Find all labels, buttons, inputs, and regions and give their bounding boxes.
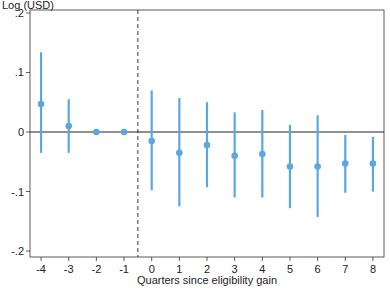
point: [65, 123, 72, 130]
y-tick: [26, 132, 30, 133]
x-tick-label: -3: [64, 263, 74, 275]
y-tick-label: .1: [15, 66, 24, 78]
x-tick: [345, 257, 346, 261]
y-tick: [26, 191, 30, 192]
x-tick-label: 6: [315, 263, 321, 275]
x-tick-label: -1: [119, 263, 129, 275]
x-tick: [372, 257, 373, 261]
x-axis-title: Quarters since eligibility gain: [137, 274, 277, 286]
x-tick: [68, 257, 69, 261]
point: [342, 160, 349, 167]
x-tick: [262, 257, 263, 261]
y-tick: [26, 72, 30, 73]
x-tick: [207, 257, 208, 261]
y-tick: [26, 12, 30, 13]
chart: -.2-.10.1.2-4-3-2-1012345678Log (USD)Qua…: [0, 0, 390, 288]
plot-area: [30, 10, 384, 257]
x-tick: [124, 257, 125, 261]
point: [370, 160, 377, 167]
x-tick-label: 5: [287, 263, 293, 275]
x-tick: [234, 257, 235, 261]
x-tick-label: -2: [91, 263, 101, 275]
event-line: [137, 10, 138, 257]
y-tick: [26, 251, 30, 252]
x-tick: [179, 257, 180, 261]
x-tick-label: -4: [36, 263, 46, 275]
plot-frame: [30, 10, 384, 257]
x-tick: [151, 257, 152, 261]
y-tick-label: 0: [18, 126, 24, 138]
point: [121, 129, 128, 136]
x-tick-label: 8: [370, 263, 376, 275]
point: [148, 138, 155, 145]
point: [259, 151, 266, 158]
y-tick-label: -.1: [11, 186, 24, 198]
point: [287, 163, 294, 170]
x-tick: [289, 257, 290, 261]
x-tick: [317, 257, 318, 261]
point: [231, 153, 238, 160]
point: [176, 150, 183, 157]
point: [314, 163, 321, 170]
y-axis-title: Log (USD): [2, 0, 54, 11]
point: [204, 142, 211, 149]
point: [38, 101, 45, 108]
x-tick-label: 7: [342, 263, 348, 275]
x-tick: [41, 257, 42, 261]
point: [93, 129, 100, 136]
x-tick: [96, 257, 97, 261]
y-tick-label: -.2: [11, 245, 24, 257]
